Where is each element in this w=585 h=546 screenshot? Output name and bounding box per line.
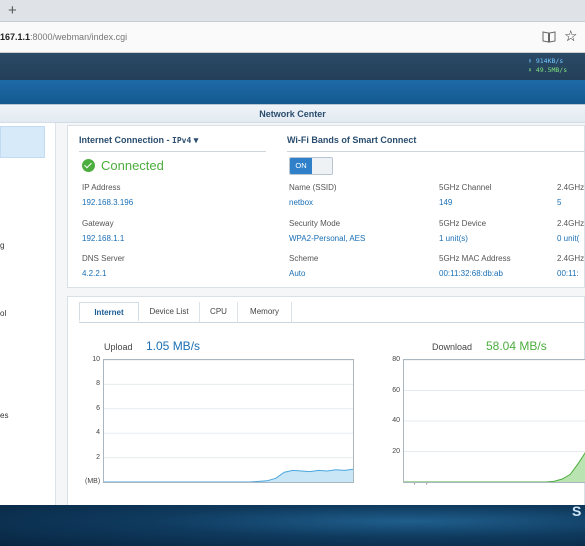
download-chart-area (404, 453, 585, 482)
reading-view-icon[interactable] (542, 30, 556, 44)
download-chart-tick-label-3: 80 (392, 356, 400, 363)
5ghz-device-label: 5GHz Device (439, 219, 487, 228)
divider (287, 151, 585, 152)
desktop-background (0, 505, 585, 546)
security-mode-value: WPA2-Personal, AES (289, 234, 366, 243)
internet-title: Internet Connection - (79, 135, 172, 145)
connection-status: Connected (101, 158, 164, 173)
24ghz-device-value: 0 unit( (557, 234, 580, 243)
24ghz-mac-label: 2.4GHz (557, 254, 585, 263)
5ghz-mac-value: 00:11:32:68:db:ab (439, 269, 503, 278)
url-host: 167.1.1 (0, 32, 31, 42)
ip-address-label: IP Address (82, 183, 121, 192)
security-mode-label: Security Mode (289, 219, 341, 228)
dns-server-label: DNS Server (82, 254, 125, 263)
url-path: :8000/webman/index.cgi (30, 32, 128, 42)
divider (79, 151, 266, 152)
5ghz-device-value: 1 unit(s) (439, 234, 468, 243)
upload-chart-tick-label-2: 6 (96, 404, 100, 412)
download-chart-svg (404, 360, 585, 482)
24ghz-mac-value: 00:11: (557, 269, 579, 278)
monitor-panel: Internet Device List CPU Memory Upload 1… (67, 296, 585, 506)
download-chart (403, 359, 585, 483)
upload-chart-value: 1.05 MB/s (146, 339, 201, 353)
network-center-window: Network Center g ol es Internet Connecti… (0, 104, 585, 506)
download-chart-title: Download (432, 342, 473, 352)
upload-speed-indicator: ⬆ 914KB/s (528, 57, 564, 65)
dns-server-value: 4.2.2.1 (82, 269, 107, 278)
overview-panel: Internet Connection - IPv4 ▾ Connected I… (67, 125, 585, 288)
divider (79, 322, 585, 323)
browser-tabstrip: + (0, 0, 585, 22)
new-tab-button[interactable]: + (8, 2, 17, 19)
tab-cpu[interactable]: CPU (200, 302, 238, 322)
sidebar-item-1[interactable]: g (0, 241, 5, 250)
scheme-value: Auto (289, 269, 306, 278)
ssid-value: netbox (289, 198, 314, 207)
upload-chart-tick-label-4: 10 (92, 356, 100, 363)
sidebar-item-2[interactable]: ol (0, 309, 7, 318)
download-chart-tick-label-1: 40 (392, 417, 400, 424)
main-content: Internet Connection - IPv4 ▾ Connected I… (67, 125, 585, 506)
upload-chart-tick-label-0: 2 (96, 453, 100, 461)
upload-chart-area (104, 469, 353, 482)
smart-connect-toggle[interactable]: ON (289, 157, 333, 175)
wifi-section-title: Wi-Fi Bands of Smart Connect (287, 135, 417, 145)
address-bar[interactable]: 167.1.1:8000/webman/index.cgi ☆ (0, 22, 585, 53)
gateway-value: 192.168.1.1 (82, 234, 125, 243)
24ghz-channel-value: 5 (557, 198, 562, 207)
protocol-dropdown[interactable]: IPv4 (172, 136, 192, 145)
24ghz-device-label: 2.4GHz (557, 219, 585, 228)
dsm-desktop-band (0, 80, 585, 104)
download-chart-tick-label-2: 60 (392, 386, 400, 394)
upload-chart (103, 359, 354, 483)
check-icon (82, 159, 95, 172)
sidebar-item-selected[interactable] (0, 126, 45, 158)
download-chart-line (404, 452, 585, 482)
upload-chart-title: Upload (104, 342, 133, 352)
tab-internet[interactable]: Internet (79, 302, 139, 322)
upload-chart-line (104, 468, 353, 482)
upload-chart-tick-label-1: 4 (96, 429, 100, 437)
toggle-on-label: ON (290, 158, 312, 174)
24ghz-channel-label: 2.4GHz (557, 183, 585, 192)
upload-chart-tick-label-3: 8 (96, 380, 100, 388)
ip-address-value: 192.168.3.196 (82, 198, 134, 207)
internet-section-title: Internet Connection - IPv4 ▾ (79, 135, 198, 146)
tab-device-list[interactable]: Device List (139, 302, 200, 322)
url-text[interactable]: 167.1.1:8000/webman/index.cgi (0, 32, 127, 42)
favorite-star-icon[interactable]: ☆ (564, 28, 578, 45)
window-title: Network Center (0, 105, 585, 123)
gateway-label: Gateway (82, 219, 114, 228)
5ghz-channel-value: 149 (439, 198, 453, 207)
chevron-down-icon[interactable]: ▾ (191, 135, 199, 145)
upload-unit-label: (MB) (85, 478, 101, 485)
scheme-label: Scheme (289, 254, 319, 263)
synology-logo: S (572, 503, 582, 519)
5ghz-channel-label: 5GHz Channel (439, 183, 492, 192)
download-speed-indicator: ⬇ 49.5MB/s (528, 66, 568, 74)
dsm-taskbar: ⬆ 914KB/s ⬇ 49.5MB/s (0, 53, 585, 80)
sidebar: g ol es (0, 123, 56, 506)
upload-chart-svg (104, 360, 353, 482)
5ghz-mac-label: 5GHz MAC Address (439, 254, 511, 263)
download-chart-tick-label-0: 20 (392, 447, 400, 455)
ssid-label: Name (SSID) (289, 183, 337, 192)
download-chart-value: 58.04 MB/s (486, 339, 547, 353)
sidebar-item-3[interactable]: es (0, 411, 9, 420)
tab-memory[interactable]: Memory (238, 302, 292, 322)
